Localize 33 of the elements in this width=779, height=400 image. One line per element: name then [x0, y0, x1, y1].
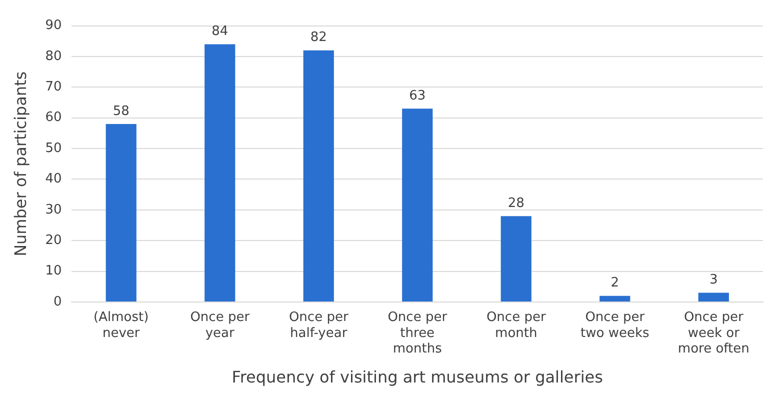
- bar: [500, 216, 532, 302]
- x-tick-label: (Almost) never: [94, 310, 149, 341]
- y-tick-label: 10: [45, 264, 62, 279]
- x-tick-label: Once per year: [190, 310, 250, 341]
- x-tick-label: Once per three months: [388, 310, 448, 356]
- y-tick-label: 90: [45, 18, 62, 34]
- y-tick-label: 60: [45, 110, 62, 126]
- y-tick-label: 0: [53, 294, 62, 310]
- y-tick-label: 20: [45, 232, 62, 248]
- x-tick-label: Once per month: [486, 310, 546, 341]
- data-label: 58: [112, 104, 130, 119]
- bar: [106, 124, 136, 302]
- data-label: 63: [409, 88, 426, 104]
- data-label: 82: [310, 30, 327, 46]
- bar: [303, 50, 334, 302]
- data-label: 2: [610, 276, 620, 291]
- y-axis-title: Number of participants: [10, 71, 30, 256]
- x-tick-label: Once per week or more often: [678, 310, 750, 356]
- bar: [698, 292, 729, 302]
- bar: [402, 108, 433, 302]
- data-label: 3: [709, 272, 718, 288]
- y-tick-label: 80: [45, 48, 62, 64]
- data-label: 84: [212, 24, 228, 40]
- x-tick-label: Once per two weeks: [580, 310, 650, 341]
- y-tick-label: 50: [45, 140, 62, 156]
- y-tick-label: 40: [45, 172, 62, 187]
- bar: [600, 296, 630, 302]
- y-tick-label: 70: [45, 80, 62, 95]
- y-tick-label: 30: [45, 202, 62, 218]
- data-label: 28: [508, 196, 524, 211]
- x-axis-title: Frequency of visiting art museums or galleries: [232, 368, 603, 387]
- bar: [204, 44, 236, 302]
- x-tick-label: Once per half-year: [288, 310, 349, 341]
